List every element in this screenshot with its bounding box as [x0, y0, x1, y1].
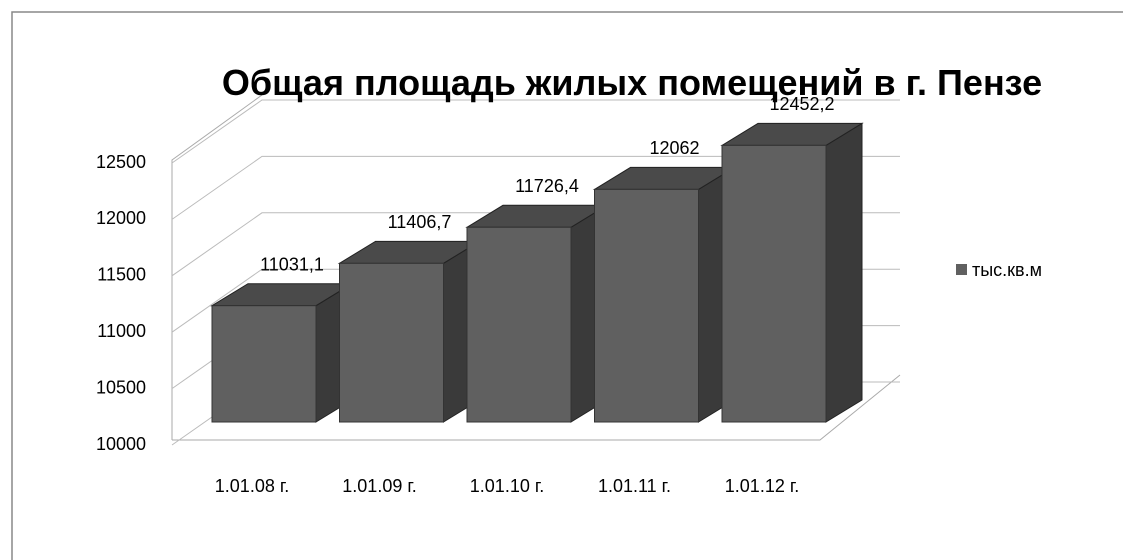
bar	[339, 262, 444, 423]
x-tick-label: 1.01.08 г.	[215, 476, 289, 496]
data-label: 11031,1	[260, 254, 324, 274]
x-tick-label: 1.01.12 г.	[725, 476, 799, 496]
y-tick-label: 10500	[96, 377, 146, 397]
side-wall-edge	[171, 94, 263, 440]
data-label: 11406,7	[388, 212, 452, 232]
data-label: 12062	[649, 138, 699, 158]
legend-swatch	[956, 264, 967, 275]
legend-label: тыс.кв.м	[972, 260, 1042, 280]
x-tick-label: 1.01.11 г.	[598, 476, 671, 496]
bar-side	[825, 122, 863, 423]
grid-line	[171, 99, 900, 164]
bar	[211, 305, 317, 423]
chart-title: Общая площадь жилых помещений в г. Пензе	[221, 62, 1043, 103]
data-label: 11726,4	[515, 176, 579, 196]
grid-line	[171, 155, 900, 220]
bar	[466, 226, 572, 423]
bar	[721, 144, 827, 423]
y-tick-label: 10000	[96, 434, 146, 454]
floor-edge	[172, 374, 901, 441]
y-tick-label: 11500	[97, 265, 146, 285]
x-tick-label: 1.01.10 г.	[470, 476, 544, 496]
y-tick-label: 12500	[96, 152, 146, 172]
y-tick-label: 12000	[96, 208, 146, 228]
bar	[594, 188, 699, 423]
data-label: 12452,2	[769, 94, 834, 114]
x-tick-label: 1.01.09 г.	[342, 476, 416, 496]
y-tick-label: 11000	[97, 321, 146, 341]
